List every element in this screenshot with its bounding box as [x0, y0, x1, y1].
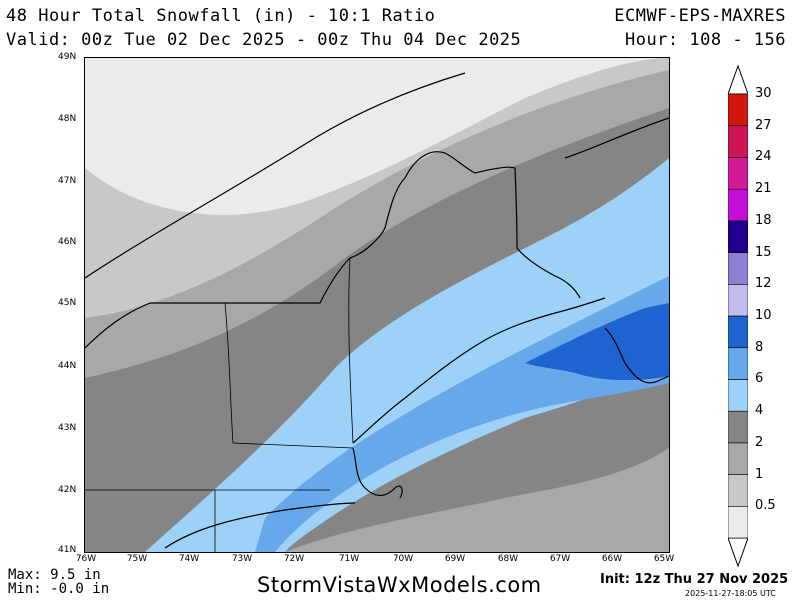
- lon-label: 70W: [392, 554, 414, 564]
- colorbar-label: 1: [755, 466, 764, 482]
- colorbar-label: 6: [755, 371, 764, 387]
- model-name: ECMWF-EPS-MAXRES: [614, 6, 786, 26]
- gulf-coast: [564, 117, 669, 159]
- lon-label: 69W: [444, 554, 466, 564]
- lon-label: 68W: [497, 554, 519, 564]
- lon-label: 66W: [601, 554, 623, 564]
- snowfall-map: [84, 57, 670, 553]
- colorbar-swatch: [728, 474, 748, 507]
- site-watermark: StormVistaWxModels.com: [257, 573, 542, 597]
- colorbar-label: 0.5: [755, 498, 776, 514]
- colorbar-top-arrow: [728, 64, 748, 95]
- colorbar-label: 21: [755, 181, 772, 197]
- lat-label: 48N: [58, 114, 77, 124]
- valid-period: Valid: 00z Tue 02 Dec 2025 - 00z Thu 04 …: [6, 30, 522, 50]
- colorbar-label: 4: [755, 403, 764, 419]
- lon-label: 67W: [549, 554, 571, 564]
- colorbar-swatch: [728, 379, 748, 412]
- colorbar-label: 8: [755, 339, 764, 355]
- lon-label: 72W: [283, 554, 305, 564]
- colorbar-swatch: [728, 347, 748, 380]
- us-canada-border: [85, 151, 581, 349]
- lon-label: 65W: [653, 554, 675, 564]
- colorbar-swatch: [728, 93, 748, 127]
- map-canvas: [85, 58, 669, 552]
- colorbar-bottom-arrow: [728, 537, 748, 568]
- colorbar-swatch: [728, 442, 748, 475]
- lon-label: 71W: [338, 554, 360, 564]
- colorbar-swatch: [728, 188, 748, 222]
- map-title: 48 Hour Total Snowfall (in) - 10:1 Ratio: [6, 6, 436, 26]
- lon-label: 76W: [75, 554, 97, 564]
- colorbar-swatch: [728, 410, 748, 444]
- colorbar-label: 15: [755, 244, 772, 260]
- colorbar-label: 2: [755, 434, 764, 450]
- band-4: [85, 108, 669, 552]
- band-6: [145, 158, 669, 552]
- lat-label: 44N: [58, 361, 77, 371]
- map-borders: [85, 72, 669, 552]
- nova-scotia-coast: [604, 327, 669, 384]
- nh-maine-border: [348, 257, 354, 444]
- colorbar-label: 27: [755, 117, 772, 133]
- colorbar-swatch: [728, 157, 748, 190]
- colorbar: [728, 64, 748, 568]
- lat-label: 41N: [58, 545, 77, 555]
- lat-label: 45N: [58, 298, 77, 308]
- lon-label: 75W: [126, 554, 148, 564]
- lat-label: 49N: [58, 52, 77, 62]
- colorbar-label: 12: [755, 276, 772, 292]
- lat-label: 42N: [58, 485, 77, 495]
- timestamp: 2025-11-27-18:05 UTC: [685, 589, 776, 598]
- colorbar-label: 24: [755, 149, 772, 165]
- colorbar-label: 18: [755, 212, 772, 228]
- ma-border: [232, 442, 354, 449]
- st-lawrence-river: [85, 72, 466, 279]
- colorbar-swatch: [728, 505, 748, 539]
- init-time: Init: 12z Thu 27 Nov 2025: [600, 572, 789, 587]
- colorbar-swatch: [728, 252, 748, 285]
- lat-label: 46N: [58, 237, 77, 247]
- colorbar-swatch: [728, 125, 748, 158]
- forecast-hours: Hour: 108 - 156: [624, 30, 786, 50]
- colorbar-label: 10: [755, 308, 772, 323]
- vt-nh-border: [224, 302, 234, 444]
- ma-coast: [352, 447, 403, 499]
- colorbar-swatch: [728, 283, 748, 317]
- lon-label: 74W: [178, 554, 200, 564]
- long-island-sound: [164, 502, 356, 549]
- lon-label: 73W: [231, 554, 253, 564]
- maine-coast: [352, 297, 606, 444]
- colorbar-swatch: [728, 315, 748, 349]
- max-value: Max: 9.5 in: [8, 567, 101, 583]
- lat-label: 47N: [58, 176, 77, 186]
- min-value: Min: -0.0 in: [8, 581, 110, 597]
- band-10: [525, 303, 669, 381]
- colorbar-swatch: [728, 220, 748, 253]
- colorbar-label: 30: [755, 86, 772, 101]
- lat-label: 43N: [58, 423, 77, 433]
